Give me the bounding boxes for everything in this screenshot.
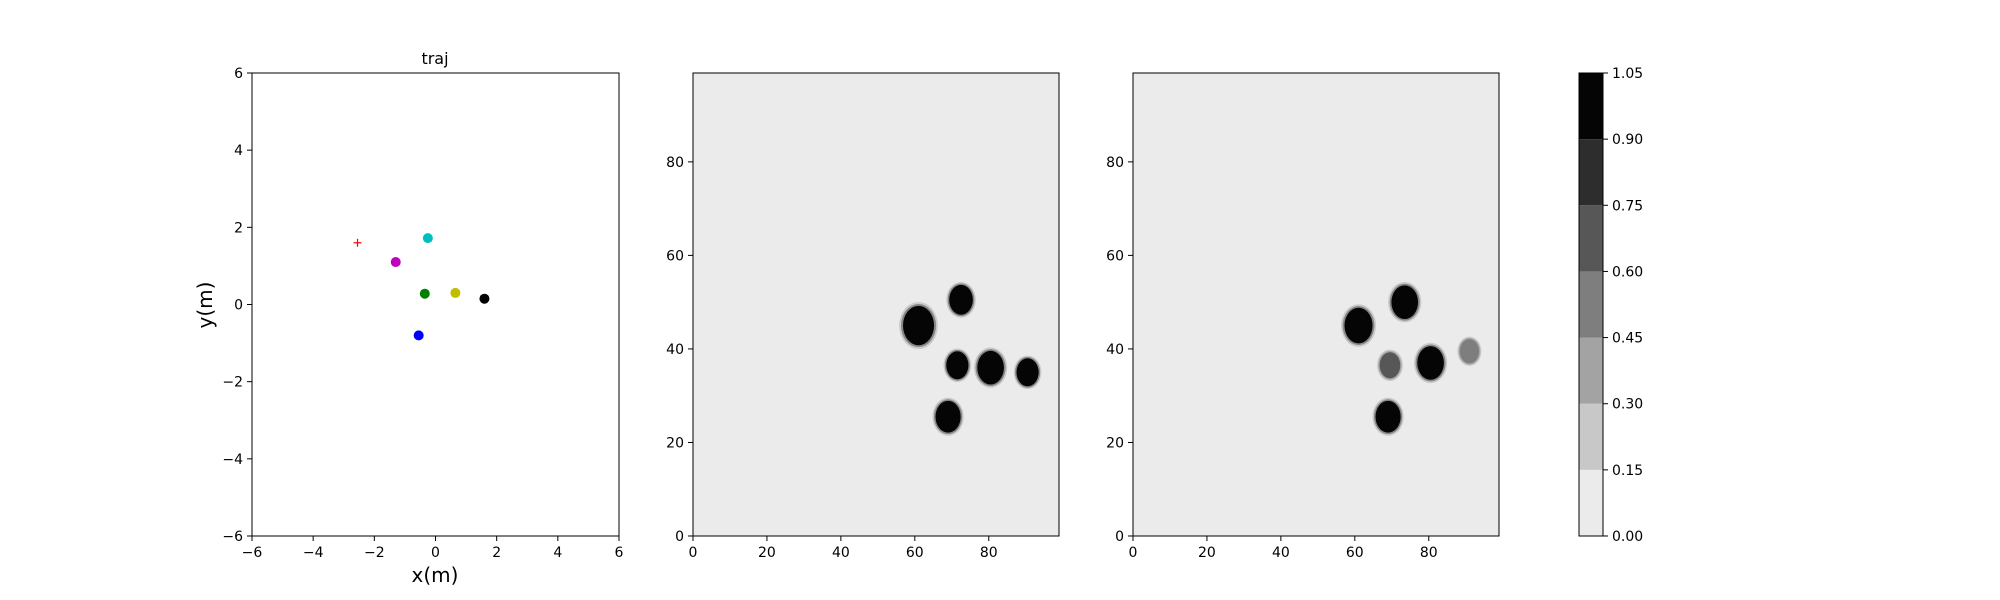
traj-x-tick-label: 0 (431, 545, 440, 561)
heat-2-y-tick-label: 60 (1106, 248, 1124, 264)
colorbar-band (1579, 139, 1603, 206)
colorbar-tick-label: 0.30 (1612, 397, 1643, 413)
heatmap-2-background (1133, 73, 1499, 536)
traj-plot-area (251, 72, 620, 537)
heat-1-blob (1013, 355, 1042, 390)
traj-x-tick-label: −4 (303, 545, 324, 561)
traj-x-tick-label: 2 (492, 545, 501, 561)
traj-x-tick-label: −6 (242, 545, 263, 561)
heat-1-y-tick-label: 0 (675, 529, 684, 545)
traj-point (450, 287, 461, 298)
colorbar-tick-label: 0.75 (1612, 198, 1643, 214)
heat-2-blob (1372, 397, 1404, 436)
colorbar-band (1579, 403, 1603, 470)
colorbar-band (1579, 73, 1603, 140)
heat-2-blob (1457, 336, 1482, 366)
heatmap-2-frame (1132, 72, 1500, 537)
heat-2-y-tick-label: 40 (1106, 342, 1124, 358)
colorbar-ticks: 0.00 0.15 0.30 0.45 0.60 0.75 0.90 1.05 (1603, 66, 1643, 545)
traj-x-axis: −6 −4 −2 0 2 4 6 (242, 536, 624, 561)
colorbar-tick-label: 0.60 (1612, 264, 1643, 280)
heat-2-y-tick-label: 0 (1115, 529, 1124, 545)
heat-1-x-tick-label: 40 (832, 545, 850, 561)
colorbar-tick-label: 0.45 (1612, 331, 1643, 347)
heat-2-blob (1340, 304, 1377, 347)
heatmap-panel-1: 0 20 40 60 80 0 20 40 60 80 (666, 72, 1060, 561)
traj-y-tick-label: 2 (234, 220, 243, 236)
heatmap-2-blobs (1340, 281, 1482, 436)
heat-1-blob (946, 281, 976, 318)
traj-y-tick-label: −4 (222, 452, 243, 468)
heat-2-y-tick-label: 80 (1106, 155, 1124, 171)
heat-1-y-tick-label: 60 (666, 248, 684, 264)
heatmap-1-y-axis: 0 20 40 60 80 (666, 155, 693, 545)
traj-title: traj (421, 49, 448, 68)
traj-x-axis-label: x(m) (412, 563, 459, 587)
traj-y-tick-label: 0 (234, 298, 243, 314)
heat-1-y-tick-label: 80 (666, 155, 684, 171)
heat-1-blob (943, 348, 972, 383)
colorbar-frame (1578, 72, 1604, 537)
traj-start-marker (353, 238, 362, 247)
colorbar-band (1579, 271, 1603, 338)
heatmap-1-blobs (899, 281, 1042, 436)
heat-2-x-tick-label: 20 (1198, 545, 1216, 561)
heat-2-blob (1388, 281, 1422, 323)
heatmap-2-y-axis: 0 20 40 60 80 (1106, 155, 1133, 545)
heatmap-1-background (693, 73, 1059, 536)
traj-point (422, 233, 433, 244)
heatmap-1-frame (692, 72, 1060, 537)
colorbar-tick-label: 1.05 (1612, 66, 1643, 82)
heat-1-x-tick-label: 20 (758, 545, 776, 561)
colorbar-tick-label: 0.00 (1612, 529, 1643, 545)
heat-1-x-tick-label: 0 (689, 545, 698, 561)
heat-1-x-tick-label: 80 (980, 545, 998, 561)
colorbar-bands (1579, 73, 1603, 536)
traj-x-tick-label: −2 (364, 545, 385, 561)
traj-y-tick-label: −6 (222, 529, 243, 545)
heat-2-x-tick-label: 80 (1420, 545, 1438, 561)
heat-2-blob (1377, 349, 1403, 382)
heat-1-blob (899, 301, 938, 350)
colorbar: 0.00 0.15 0.30 0.45 0.60 0.75 0.90 1.05 (1578, 66, 1643, 545)
heatmap-1-x-axis: 0 20 40 60 80 (689, 536, 998, 561)
heat-1-y-tick-label: 40 (666, 342, 684, 358)
heat-2-x-tick-label: 0 (1129, 545, 1138, 561)
traj-y-tick-label: −2 (222, 375, 243, 391)
traj-point (479, 293, 490, 304)
heatmap-2-x-axis: 0 20 40 60 80 (1129, 536, 1438, 561)
heat-1-blob (973, 347, 1008, 388)
colorbar-tick-label: 0.90 (1612, 132, 1643, 148)
traj-point (413, 330, 424, 341)
heatmap-panel-2: 0 20 40 60 80 0 20 40 60 80 (1106, 72, 1500, 561)
traj-y-tick-label: 4 (234, 143, 243, 159)
heat-2-y-tick-label: 20 (1106, 435, 1124, 451)
traj-points (353, 233, 490, 341)
heat-1-blob (932, 397, 964, 436)
heat-2-x-tick-label: 40 (1272, 545, 1290, 561)
traj-y-axis-label: y(m) (193, 282, 217, 329)
traj-point (390, 257, 401, 268)
colorbar-band (1579, 469, 1603, 536)
traj-x-tick-label: 6 (615, 545, 624, 561)
heat-2-x-tick-label: 60 (1346, 545, 1364, 561)
colorbar-band (1579, 205, 1603, 272)
colorbar-band (1579, 337, 1603, 404)
traj-y-tick-label: 6 (234, 66, 243, 82)
traj-x-tick-label: 4 (553, 545, 562, 561)
colorbar-tick-label: 0.15 (1612, 463, 1643, 479)
traj-point (419, 288, 430, 299)
heat-1-x-tick-label: 60 (906, 545, 924, 561)
heat-2-blob (1413, 342, 1448, 384)
traj-y-axis: −6 −4 −2 0 2 4 6 (222, 66, 252, 545)
heat-1-y-tick-label: 20 (666, 435, 684, 451)
traj-panel: traj −6 −4 −2 0 2 4 6 −6 −4 −2 0 2 4 6 x(m) y(m) (193, 49, 624, 587)
